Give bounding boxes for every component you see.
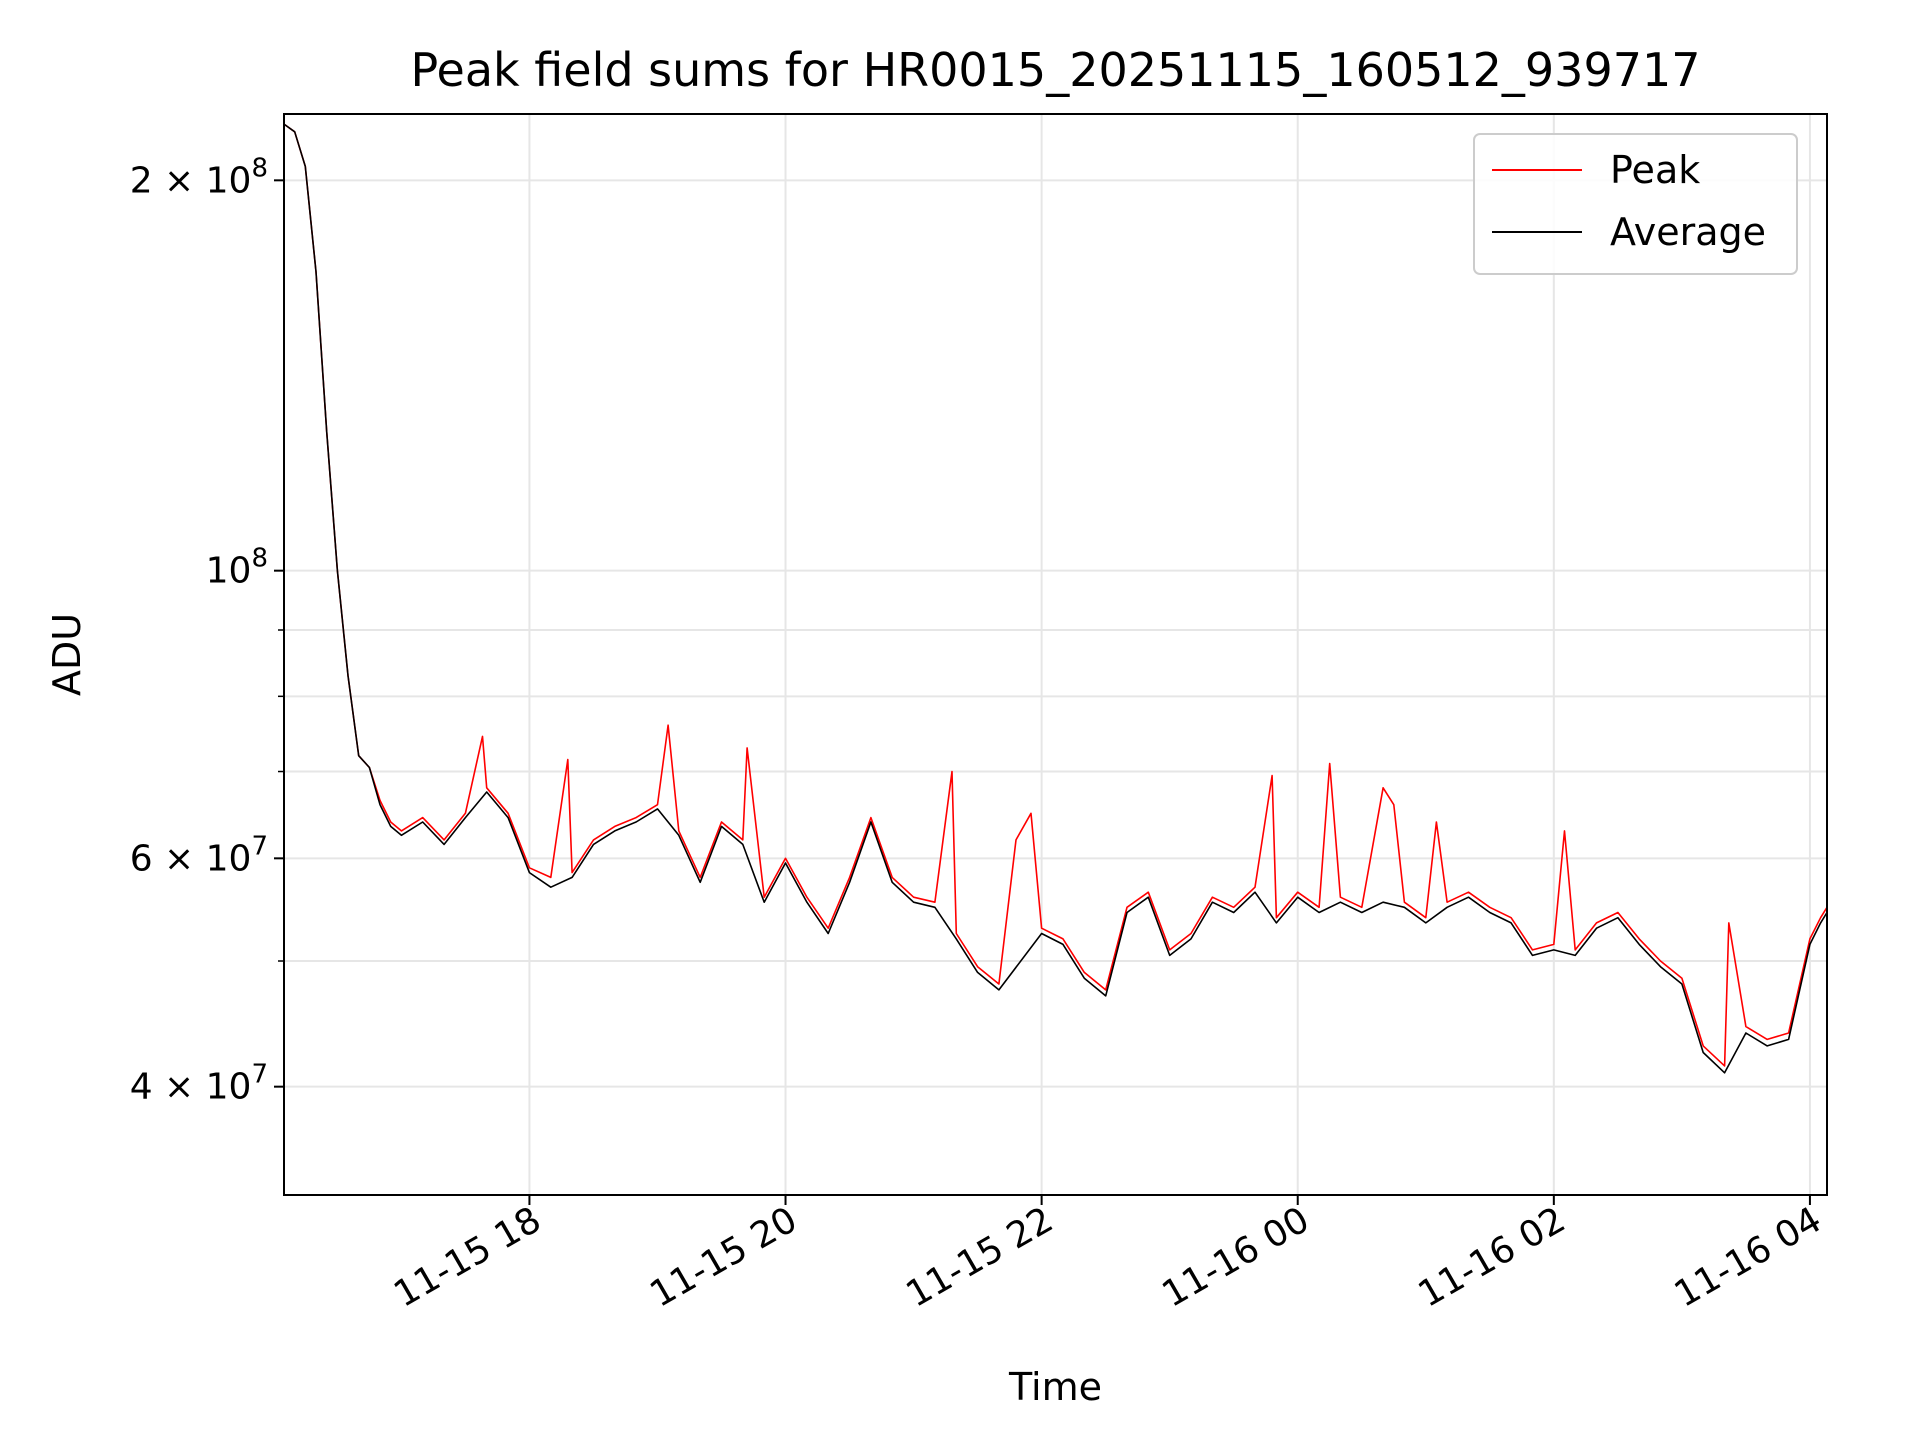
y-axis-label: ADU [45, 613, 89, 696]
series-line-average [283, 123, 1828, 1074]
y-tick-exponent: 8 [251, 153, 268, 183]
legend-label-peak: Peak [1610, 148, 1700, 192]
y-tick-exponent: 7 [251, 1060, 268, 1090]
series-line-peak [283, 123, 1828, 1067]
legend-label-average: Average [1610, 210, 1766, 254]
y-tick-exponent: 7 [251, 831, 268, 861]
gridlines [284, 114, 1827, 1195]
y-tick-label: 6 × 107 [130, 831, 268, 879]
plot-frame [283, 113, 1828, 1196]
y-tick-label: 4 × 107 [130, 1060, 268, 1108]
y-tick-base: 6 × 10 [130, 838, 252, 879]
y-tick-label: 2 × 108 [130, 153, 268, 201]
y-tick-base: 2 × 10 [130, 160, 252, 201]
y-tick-base: 4 × 10 [130, 1067, 252, 1108]
legend: Peak Average [1473, 133, 1798, 275]
chart-title: Peak field sums for HR0015_20251115_1605… [410, 43, 1700, 97]
y-tick-label: 108 [206, 544, 268, 592]
series-layer [283, 123, 1828, 1074]
y-tick-base: 10 [206, 551, 252, 592]
y-tick-exponent: 8 [251, 544, 268, 574]
x-axis-label: Time [1008, 1365, 1102, 1409]
